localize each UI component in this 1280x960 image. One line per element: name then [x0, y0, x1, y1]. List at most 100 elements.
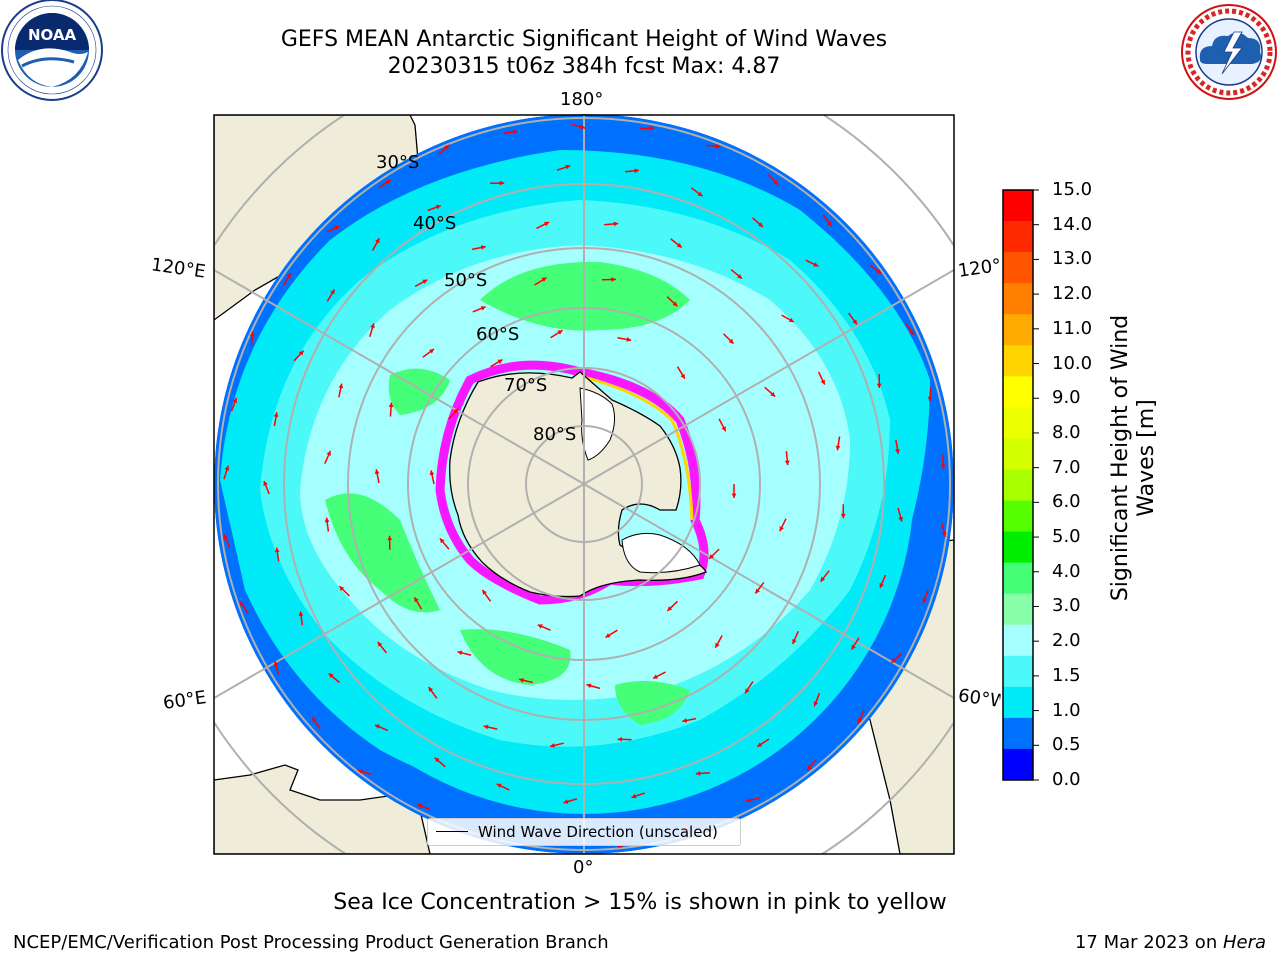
lat-label-60: 60°S [476, 324, 520, 345]
wave-direction-arrowhead [757, 742, 763, 747]
footer-date: 17 Mar 2023 on Hera [1075, 932, 1266, 953]
wave-direction-arrowhead [851, 644, 856, 650]
wave-direction-arrowhead [715, 642, 720, 648]
wave-direction-arrowhead [338, 383, 344, 389]
wave-direction-arrowhead [334, 225, 340, 231]
wave-direction-arrowhead [457, 650, 463, 656]
colorbar-tick-label: 0.0 [1052, 769, 1081, 790]
footer-branch: NCEP/EMC/Verification Post Processing Pr… [13, 932, 609, 953]
colorbar-tick-label: 6.0 [1052, 491, 1081, 513]
wave-direction-arrowhead [813, 701, 819, 707]
wave-direction-arrowhead [634, 168, 639, 174]
wave-direction-arrowhead [429, 470, 435, 476]
wave-direction-arrowhead [586, 683, 592, 689]
colorbar-tick-label: 11.0 [1052, 317, 1093, 339]
wave-direction-arrowhead [835, 445, 841, 451]
wave-direction-arrowhead [680, 373, 685, 379]
wave-direction-arrowhead [731, 493, 737, 498]
sea-ice-note: Sea Ice Concentration > 15% is shown in … [333, 890, 947, 915]
wave-direction-arrowhead [784, 460, 790, 466]
wave-direction-arrowhead [773, 179, 779, 185]
wave-direction-arrowhead [537, 624, 543, 629]
legend-line-sample [436, 831, 468, 832]
wave-direction-arrowhead [840, 513, 846, 519]
colorbar-title-line2: Waves [m] [1134, 399, 1159, 517]
lat-label-40: 40°S [413, 213, 457, 234]
wave-direction-arrowhead [387, 535, 393, 541]
wave-direction-arrowhead [617, 737, 622, 742]
wave-direction-arrowhead [709, 554, 714, 559]
wave-direction-arrowhead [286, 273, 291, 278]
wave-direction-arrowhead [605, 633, 611, 638]
wave-direction-arrowhead [385, 179, 391, 185]
colorbar-tick-label: 12.0 [1052, 283, 1093, 305]
colorbar-tick-label: 5.0 [1052, 526, 1081, 548]
wave-direction-arrowhead [941, 531, 947, 537]
graticule [214, 115, 954, 854]
colorbar-tick-label: 14.0 [1052, 213, 1093, 235]
wave-direction-arrowhead [273, 661, 279, 666]
nws-logo [1178, 2, 1280, 102]
chart-subtitle: 20230315 t06z 384h fcst Max: 4.87 [387, 54, 781, 79]
wave-direction-arrowhead [375, 238, 380, 244]
wave-direction-arrowhead [480, 306, 486, 311]
wave-direction-arrowhead [422, 279, 428, 284]
wave-direction-arrowhead [820, 576, 826, 582]
wave-direction-arrowhead [876, 383, 882, 388]
wave-direction-arrowhead [755, 588, 760, 594]
wave-direction-arrowhead [483, 724, 489, 730]
colorbar-tick-label: 9.0 [1052, 387, 1081, 409]
wave-direction-arrowhead [745, 688, 750, 694]
colorbar-tick-label: 8.0 [1052, 421, 1081, 443]
footer-date-text: 17 Mar 2023 on [1074, 932, 1223, 953]
wave-direction-arrowhead [482, 589, 487, 595]
wave-direction-arrowhead [697, 191, 703, 197]
wave-direction-arrowhead [852, 319, 857, 325]
wave-direction-arrowhead [891, 658, 897, 663]
wave-direction-arrowhead [611, 277, 616, 282]
wave-direction-arrowhead [550, 743, 555, 748]
wave-direction-arrowhead [298, 350, 304, 356]
lat-label-80: 80°S [533, 424, 577, 445]
wave-direction-arrowhead [682, 718, 687, 723]
wave-direction-arrowhead [898, 516, 903, 522]
wave-direction-arrowhead [779, 526, 784, 532]
colorbar-title-line1: Significant Height of Wind [1108, 314, 1133, 602]
africa-land [214, 764, 431, 854]
wave-direction-arrowhead [940, 464, 946, 469]
wave-direction-arrowhead [374, 724, 380, 729]
ronne-ice-shelf [621, 532, 701, 574]
wave-direction-arrowhead [827, 221, 832, 227]
wave-direction-arrowhead [541, 277, 547, 282]
wave-direction-arrowhead [721, 426, 726, 432]
wave-direction-arrowhead [328, 673, 334, 679]
wave-direction-arrowhead [807, 765, 812, 771]
wave-direction-arrowhead [480, 245, 486, 250]
wave-direction-arrowhead [563, 799, 569, 804]
wave-direction-arrowhead [263, 481, 268, 486]
chart-title: GEFS MEAN Antarctic Significant Height o… [280, 27, 888, 52]
wave-direction-arrowhead [631, 793, 637, 799]
wave-direction-arrowhead [728, 338, 734, 344]
wave-direction-arrowhead [676, 242, 682, 248]
wave-direction-arrowhead [565, 164, 571, 170]
wave-direction-arrowhead [649, 125, 655, 131]
wave-direction-arrowhead [513, 129, 518, 135]
wave-direction-arrowhead [580, 124, 586, 130]
wave-direction-arrowhead [813, 262, 819, 267]
wave-direction-arrowhead [653, 674, 658, 679]
wave-direction-arrowhead [626, 337, 632, 342]
wave-direction-arrowhead [388, 402, 394, 408]
wave-direction-arrowhead [273, 412, 279, 417]
wave-direction-arrowhead [439, 538, 445, 544]
wave-direction-arrowhead [274, 547, 280, 553]
wave-direction-arrowhead [414, 597, 419, 603]
wave-direction-arrowhead [788, 317, 794, 322]
wind-wave-arrows [223, 123, 947, 849]
wave-direction-arrowhead [324, 517, 330, 523]
wave-direction-arrowhead [240, 601, 245, 607]
wave-direction-arrowhead [895, 449, 900, 454]
wave-direction-arrowhead [792, 639, 797, 644]
wave-direction-arrowhead [298, 611, 304, 617]
